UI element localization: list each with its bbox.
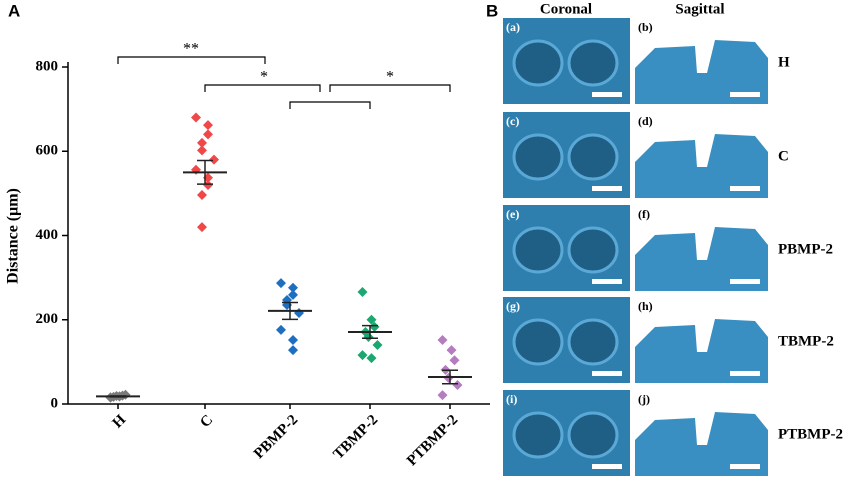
y-tick-label: 200: [36, 311, 59, 327]
data-point: [357, 350, 368, 361]
tooth-crown: [567, 133, 619, 181]
image-label: (b): [638, 20, 653, 34]
data-point: [276, 278, 286, 289]
scale-bar: [730, 371, 760, 376]
panel-label: A: [8, 1, 20, 20]
scale-bar: [730, 186, 760, 191]
significance-bracket: [329, 84, 451, 92]
image-label: (e): [506, 207, 519, 221]
scale-bar: [592, 279, 622, 284]
data-point: [366, 314, 377, 325]
tooth-crown: [512, 39, 564, 87]
micro-ct-image: [635, 319, 768, 383]
data-point: [446, 345, 457, 356]
image-label: (h): [638, 299, 653, 313]
x-tick-label: PTBMP-2: [404, 412, 461, 469]
data-point: [209, 154, 219, 165]
data-point: [288, 334, 298, 345]
tooth-crown: [512, 133, 564, 181]
row-label: H: [778, 54, 790, 70]
data-point: [288, 289, 298, 300]
scale-bar: [730, 279, 760, 284]
significance-bracket: [289, 101, 371, 109]
tooth-crown: [567, 226, 619, 274]
error-bar: [197, 159, 213, 185]
x-tick-label: C: [197, 412, 216, 431]
image-label: (d): [638, 114, 653, 128]
data-point: [437, 334, 448, 345]
tooth-crown: [512, 226, 564, 274]
error-bar: [442, 369, 458, 385]
significance-bracket: [117, 56, 266, 64]
error-bar: [110, 395, 126, 398]
panel-label: B: [486, 1, 498, 20]
scale-bar: [592, 92, 622, 97]
x-tick-label: H: [110, 412, 130, 432]
significance-label: *: [260, 69, 268, 86]
micro-ct-image: [635, 227, 768, 291]
column-label: Coronal: [540, 1, 592, 17]
significance-bracket: [204, 84, 321, 92]
error-bar: [362, 324, 378, 340]
data-point: [449, 355, 460, 366]
image-label: (g): [506, 299, 520, 313]
scale-bar: [730, 92, 760, 97]
error-bar: [282, 301, 298, 321]
image-label: (c): [506, 114, 519, 128]
y-tick-label: 0: [51, 395, 59, 411]
x-tick-label: TBMP-2: [330, 412, 381, 463]
micro-ct-image: [635, 40, 768, 104]
data-point: [437, 390, 448, 401]
y-axis-label: Distance (μm): [5, 188, 22, 284]
data-point: [372, 340, 383, 351]
data-point: [197, 190, 207, 201]
tooth-crown: [567, 318, 619, 366]
micro-ct-image: [635, 412, 768, 476]
row-label: PBMP-2: [778, 241, 833, 257]
data-point: [191, 112, 201, 123]
tooth-crown: [567, 411, 619, 459]
tooth-crown: [567, 39, 619, 87]
data-point: [276, 324, 286, 335]
data-point: [363, 332, 374, 343]
column-label: Sagittal: [675, 1, 724, 17]
image-label: (i): [506, 392, 517, 406]
data-point: [369, 321, 380, 332]
data-point: [452, 380, 463, 391]
scale-bar: [730, 464, 760, 469]
significance-label: *: [386, 69, 394, 86]
data-point: [288, 345, 298, 356]
scale-bar: [592, 464, 622, 469]
row-label: PTBMP-2: [778, 426, 843, 442]
y-tick-label: 600: [36, 143, 59, 159]
image-label: (f): [638, 207, 650, 221]
data-point: [203, 120, 213, 131]
y-tick-label: 800: [36, 58, 59, 74]
y-tick-label: 400: [36, 227, 59, 243]
data-point: [197, 137, 207, 148]
data-point: [197, 145, 207, 156]
data-point: [366, 353, 377, 364]
tooth-crown: [512, 411, 564, 459]
image-label: (j): [638, 392, 650, 406]
scale-bar: [592, 186, 622, 191]
row-label: C: [778, 148, 789, 164]
tooth-crown: [512, 318, 564, 366]
scale-bar: [592, 371, 622, 376]
data-point: [294, 308, 304, 319]
significance-label: **: [183, 41, 199, 58]
x-tick-label: PBMP-2: [251, 412, 301, 462]
data-point: [197, 222, 207, 233]
image-label: (a): [506, 20, 520, 34]
row-label: TBMP-2: [778, 333, 834, 349]
data-point: [288, 282, 298, 293]
micro-ct-image: [635, 134, 768, 198]
data-point: [203, 129, 213, 140]
data-point: [357, 286, 368, 297]
